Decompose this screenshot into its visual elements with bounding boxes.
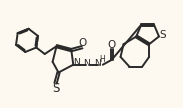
Text: O: O: [108, 40, 116, 50]
Text: N: N: [95, 59, 101, 68]
Text: S: S: [160, 30, 166, 40]
Text: S: S: [52, 82, 59, 95]
Text: H: H: [99, 55, 105, 64]
Text: N: N: [83, 59, 89, 68]
Text: N: N: [73, 58, 80, 67]
Text: O: O: [78, 38, 86, 48]
